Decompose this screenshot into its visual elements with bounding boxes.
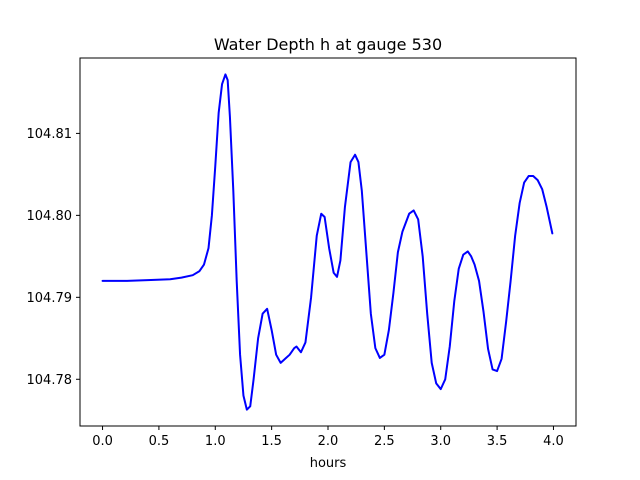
x-axis-title: hours <box>310 456 347 471</box>
x-tick-label: 1.0 <box>205 434 226 449</box>
x-tick-label: 4.0 <box>543 434 564 449</box>
x-tick-label: 3.5 <box>487 434 508 449</box>
x-tick-label: 0.5 <box>149 434 170 449</box>
y-tick-label: 104.81 <box>27 127 73 142</box>
x-tick-label: 2.5 <box>374 434 395 449</box>
y-tick-label: 104.78 <box>27 373 73 388</box>
x-tick-label: 3.0 <box>430 434 451 449</box>
plot-area <box>101 73 554 411</box>
x-tick-label: 2.0 <box>318 434 339 449</box>
x-tick-label: 0.0 <box>92 434 113 449</box>
x-tick-label: 1.5 <box>261 434 282 449</box>
y-tick-label: 104.80 <box>27 209 73 224</box>
series-line-0 <box>101 73 554 411</box>
chart-title: Water Depth h at gauge 530 <box>214 35 442 54</box>
y-tick-label: 104.79 <box>27 291 73 306</box>
axes: 0.0 0.5 1.0 1.5 2.0 2.5 3.0 3.5 4.0 104.78 104.79 1… <box>27 57 577 449</box>
